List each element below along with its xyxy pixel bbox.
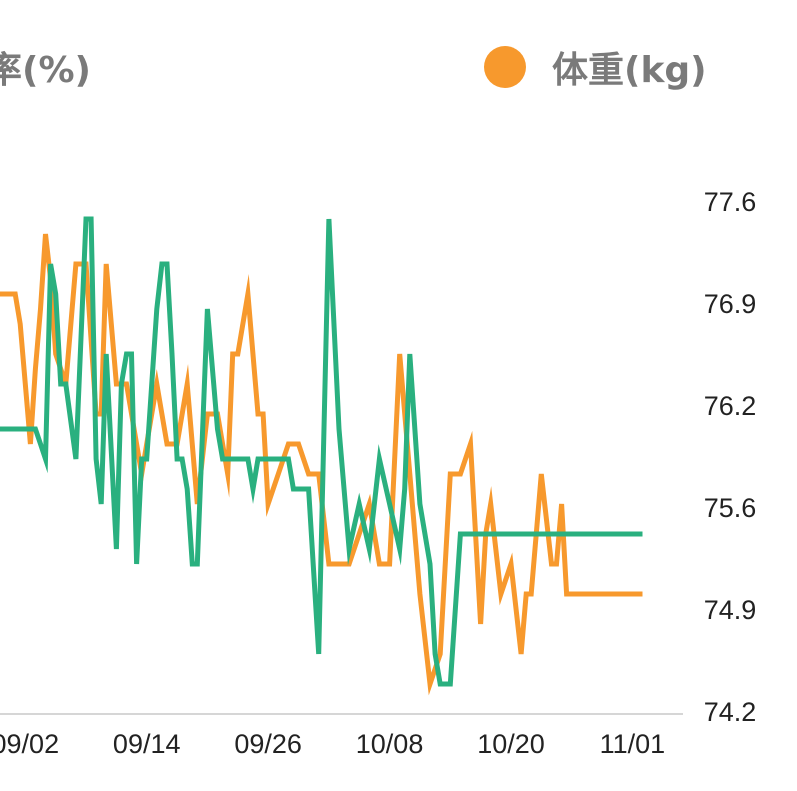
legend-left: 率(%) [0, 40, 91, 94]
series-line-rate [0, 216, 643, 687]
x-tick-label: 11/01 [600, 729, 666, 759]
y-axis-ticks: 77.6 76.9 76.2 75.6 74.9 74.2 [704, 187, 757, 727]
x-tick-label: 09/02 [0, 729, 59, 759]
series-group [0, 216, 643, 696]
y-tick-label: 76.2 [704, 391, 757, 421]
x-tick-label: 10/20 [477, 729, 545, 759]
x-tick-label: 09/14 [113, 729, 181, 759]
y-tick-label: 76.9 [704, 289, 757, 319]
legend-weight-swatch [484, 46, 526, 88]
x-axis-ticks: 09/02 09/14 09/26 10/08 10/20 11/01 [0, 729, 665, 759]
x-tick-label: 10/08 [356, 729, 424, 759]
y-tick-label: 77.6 [704, 187, 757, 217]
y-tick-label: 74.2 [704, 697, 757, 727]
x-tick-label: 09/26 [234, 729, 302, 759]
y-tick-label: 74.9 [704, 595, 757, 625]
y-tick-label: 75.6 [704, 493, 757, 523]
legend-right: 体重(kg) [484, 40, 707, 94]
legend-left-label: 率(%) [0, 50, 91, 91]
legend-right-label: 体重(kg) [552, 50, 707, 91]
